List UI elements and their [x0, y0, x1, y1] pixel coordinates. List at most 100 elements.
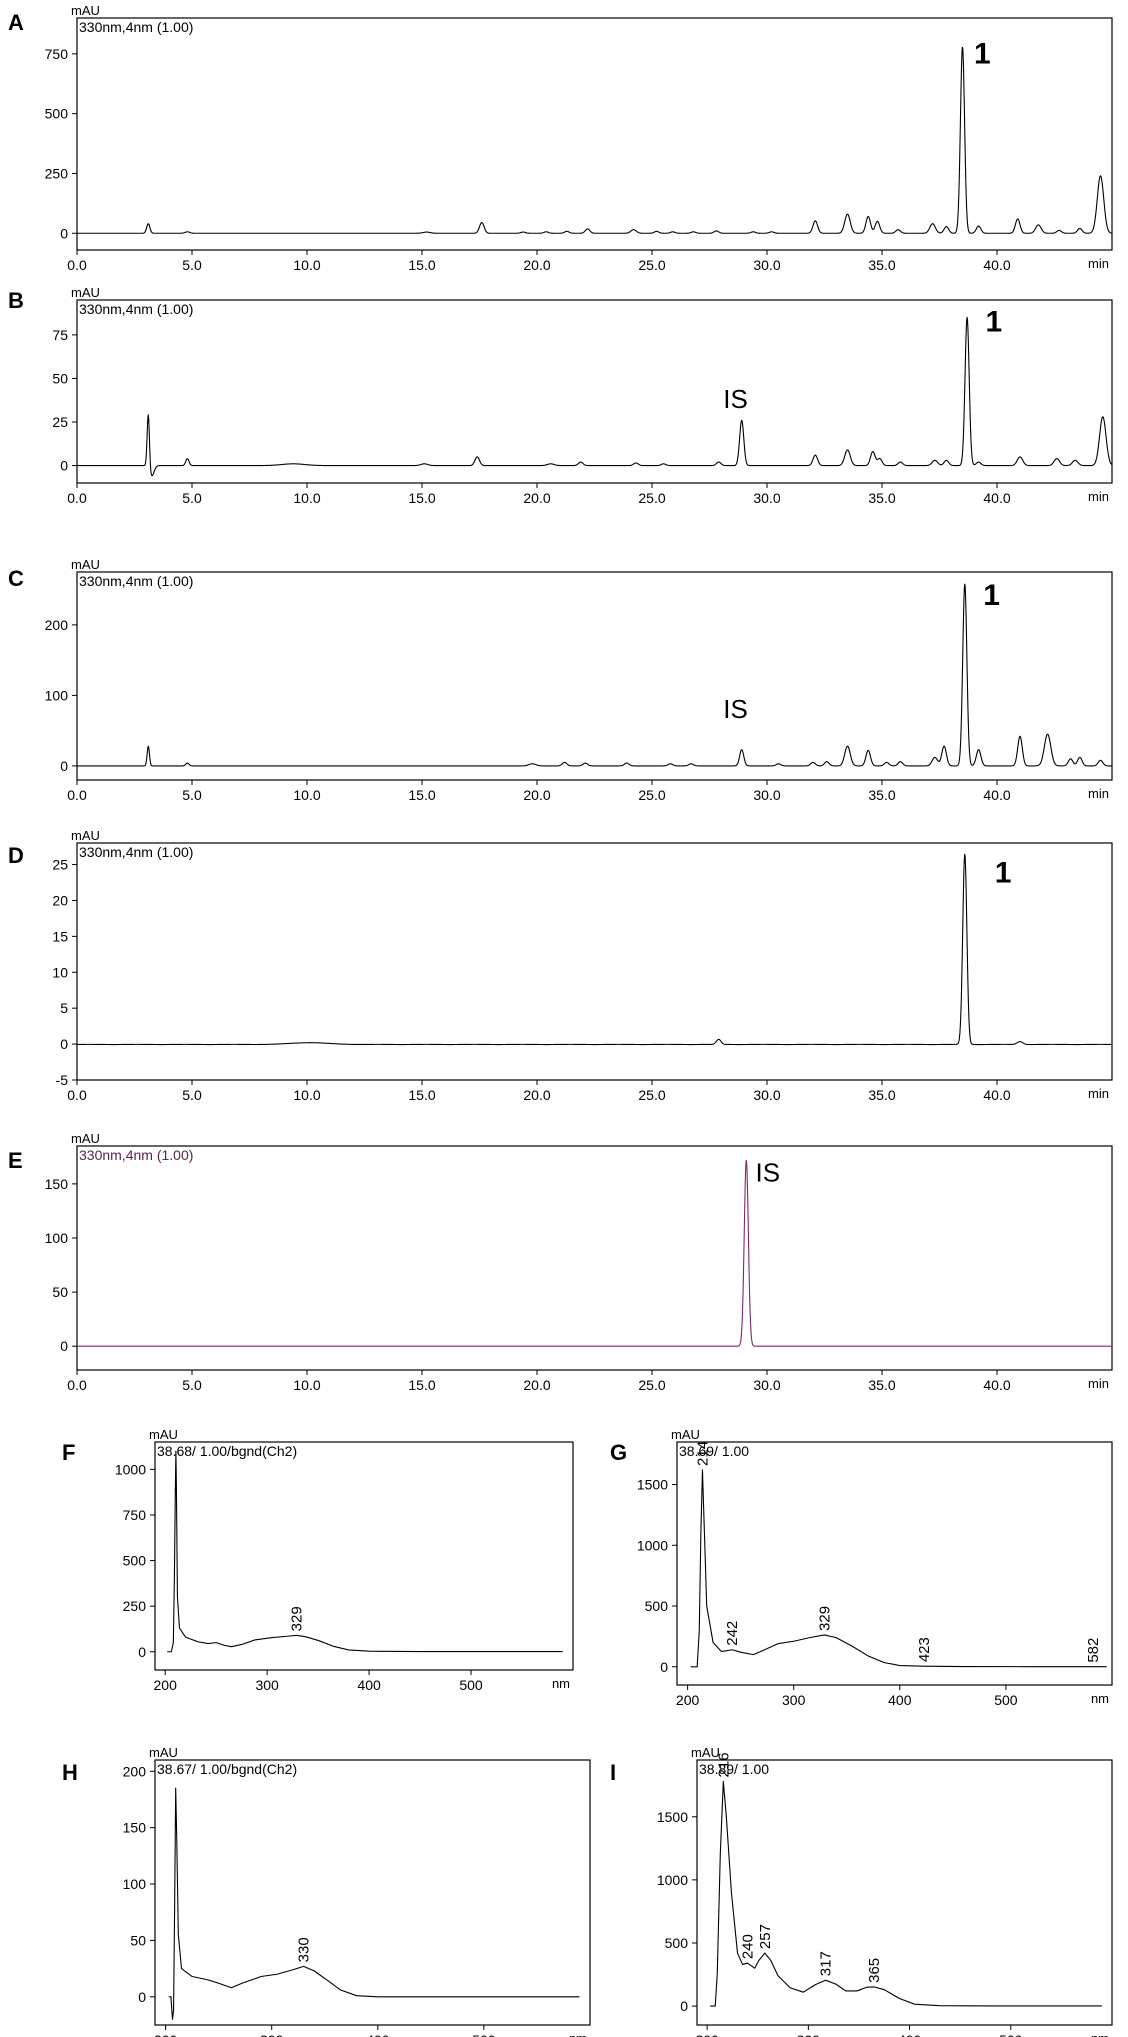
plot-frame [76, 1145, 1113, 1371]
x-unit-label: min [1088, 489, 1109, 504]
peak-wavelength-label: 216 [715, 1752, 732, 1777]
y-tick-label: 0 [60, 1338, 68, 1354]
y-tick-label: 50 [130, 1932, 146, 1948]
y-tick-label: 250 [45, 165, 69, 181]
peak-annotation-1: 1 [983, 579, 1000, 612]
y-tick-label: 50 [52, 370, 68, 386]
x-tick-label: 200 [154, 1677, 178, 1693]
x-tick-label: 20.0 [523, 1087, 550, 1103]
y-tick-label: 750 [123, 1507, 147, 1523]
y-unit-label: mAU [671, 1427, 700, 1442]
y-unit-label: mAU [71, 557, 100, 572]
y-tick-label: 10 [52, 964, 68, 980]
y-tick-label: 75 [52, 327, 68, 343]
x-tick-label: 400 [357, 1677, 381, 1693]
panel-label: G [610, 1440, 627, 1465]
x-tick-label: 5.0 [182, 490, 202, 506]
y-tick-label: 0 [60, 1036, 68, 1052]
x-tick-label: 10.0 [293, 490, 320, 506]
y-unit-label: mAU [691, 1745, 720, 1760]
peak-annotation-1: 1 [974, 37, 991, 70]
peak-annotation-is: IS [723, 384, 748, 414]
panel-label: C [8, 566, 24, 591]
y-tick-label: 15 [52, 928, 68, 944]
signal-trace [76, 1159, 1113, 1347]
y-tick-label: 1500 [657, 1809, 688, 1825]
x-tick-label: 400 [366, 2032, 390, 2037]
x-tick-label: 30.0 [753, 1087, 780, 1103]
x-tick-label: 5.0 [182, 787, 202, 803]
y-tick-label: 0 [60, 225, 68, 241]
x-tick-label: 25.0 [638, 787, 665, 803]
panel-label: H [62, 1760, 78, 1785]
signal-trace [76, 853, 1113, 1046]
y-tick-label: 0 [680, 1998, 688, 2014]
x-tick-label: 30.0 [753, 257, 780, 273]
x-tick-label: 300 [260, 2032, 284, 2037]
plot-frame [154, 1759, 591, 2026]
x-tick-label: 35.0 [868, 1377, 895, 1393]
y-tick-label: 150 [123, 1820, 147, 1836]
x-tick-label: 15.0 [408, 1087, 435, 1103]
peak-wavelength-label: 257 [757, 1924, 774, 1949]
peak-wavelength-label: 582 [1085, 1638, 1102, 1663]
x-tick-label: 20.0 [523, 1377, 550, 1393]
peak-wavelength-label: 317 [818, 1951, 835, 1976]
y-tick-label: 200 [123, 1763, 147, 1779]
x-unit-label: min [1088, 1376, 1109, 1391]
x-tick-label: 15.0 [408, 1377, 435, 1393]
x-tick-label: 0.0 [67, 490, 87, 506]
x-unit-label: min [1088, 786, 1109, 801]
signal-trace [168, 1787, 580, 2020]
x-tick-label: 35.0 [868, 257, 895, 273]
y-tick-label: 25 [52, 857, 68, 873]
plot-frame [76, 299, 1113, 484]
y-tick-label: 20 [52, 892, 68, 908]
y-tick-label: 500 [45, 106, 69, 122]
x-tick-label: 20.0 [523, 257, 550, 273]
peak-wavelength-label: 240 [740, 1934, 757, 1959]
y-tick-label: 5 [60, 1000, 68, 1016]
peak-annotation-1: 1 [986, 305, 1003, 338]
x-tick-label: 25.0 [638, 1377, 665, 1393]
x-tick-label: 20.0 [523, 787, 550, 803]
y-tick-label: 0 [138, 1989, 146, 2005]
y-tick-label: 100 [45, 687, 69, 703]
plot-frame [676, 1441, 1113, 1686]
peak-wavelength-label: 242 [724, 1621, 741, 1646]
panel-label: E [8, 1148, 23, 1173]
x-tick-label: 30.0 [753, 1377, 780, 1393]
y-unit-label: mAU [149, 1427, 178, 1442]
peak-wavelength-label: 329 [289, 1606, 306, 1631]
x-tick-label: 400 [888, 1692, 912, 1708]
y-tick-label: 25 [52, 414, 68, 430]
detector-header: 38.69/ 1.00 [679, 1443, 749, 1459]
x-tick-label: 5.0 [182, 1377, 202, 1393]
signal-trace [76, 46, 1113, 234]
y-tick-label: 250 [123, 1598, 147, 1614]
y-tick-label: 1500 [637, 1477, 668, 1493]
y-unit-label: mAU [149, 1745, 178, 1760]
plot-frame [76, 17, 1113, 251]
x-tick-label: 40.0 [983, 490, 1010, 506]
detector-header: 38.89/ 1.00 [699, 1761, 769, 1777]
y-tick-label: 1000 [657, 1872, 688, 1888]
plot-frame [696, 1759, 1113, 2026]
x-tick-label: 10.0 [293, 1087, 320, 1103]
x-tick-label: 35.0 [868, 787, 895, 803]
x-tick-label: 15.0 [408, 787, 435, 803]
x-tick-label: 300 [255, 1677, 279, 1693]
y-tick-label: 0 [138, 1644, 146, 1660]
panel-label: I [610, 1760, 616, 1785]
x-tick-label: 500 [459, 1677, 483, 1693]
x-tick-label: 30.0 [753, 490, 780, 506]
plot-frame [154, 1441, 574, 1671]
x-tick-label: 30.0 [753, 787, 780, 803]
x-unit-label: nm [552, 1676, 570, 1691]
panel-label: F [62, 1440, 75, 1465]
peak-wavelength-label: 329 [816, 1606, 833, 1631]
